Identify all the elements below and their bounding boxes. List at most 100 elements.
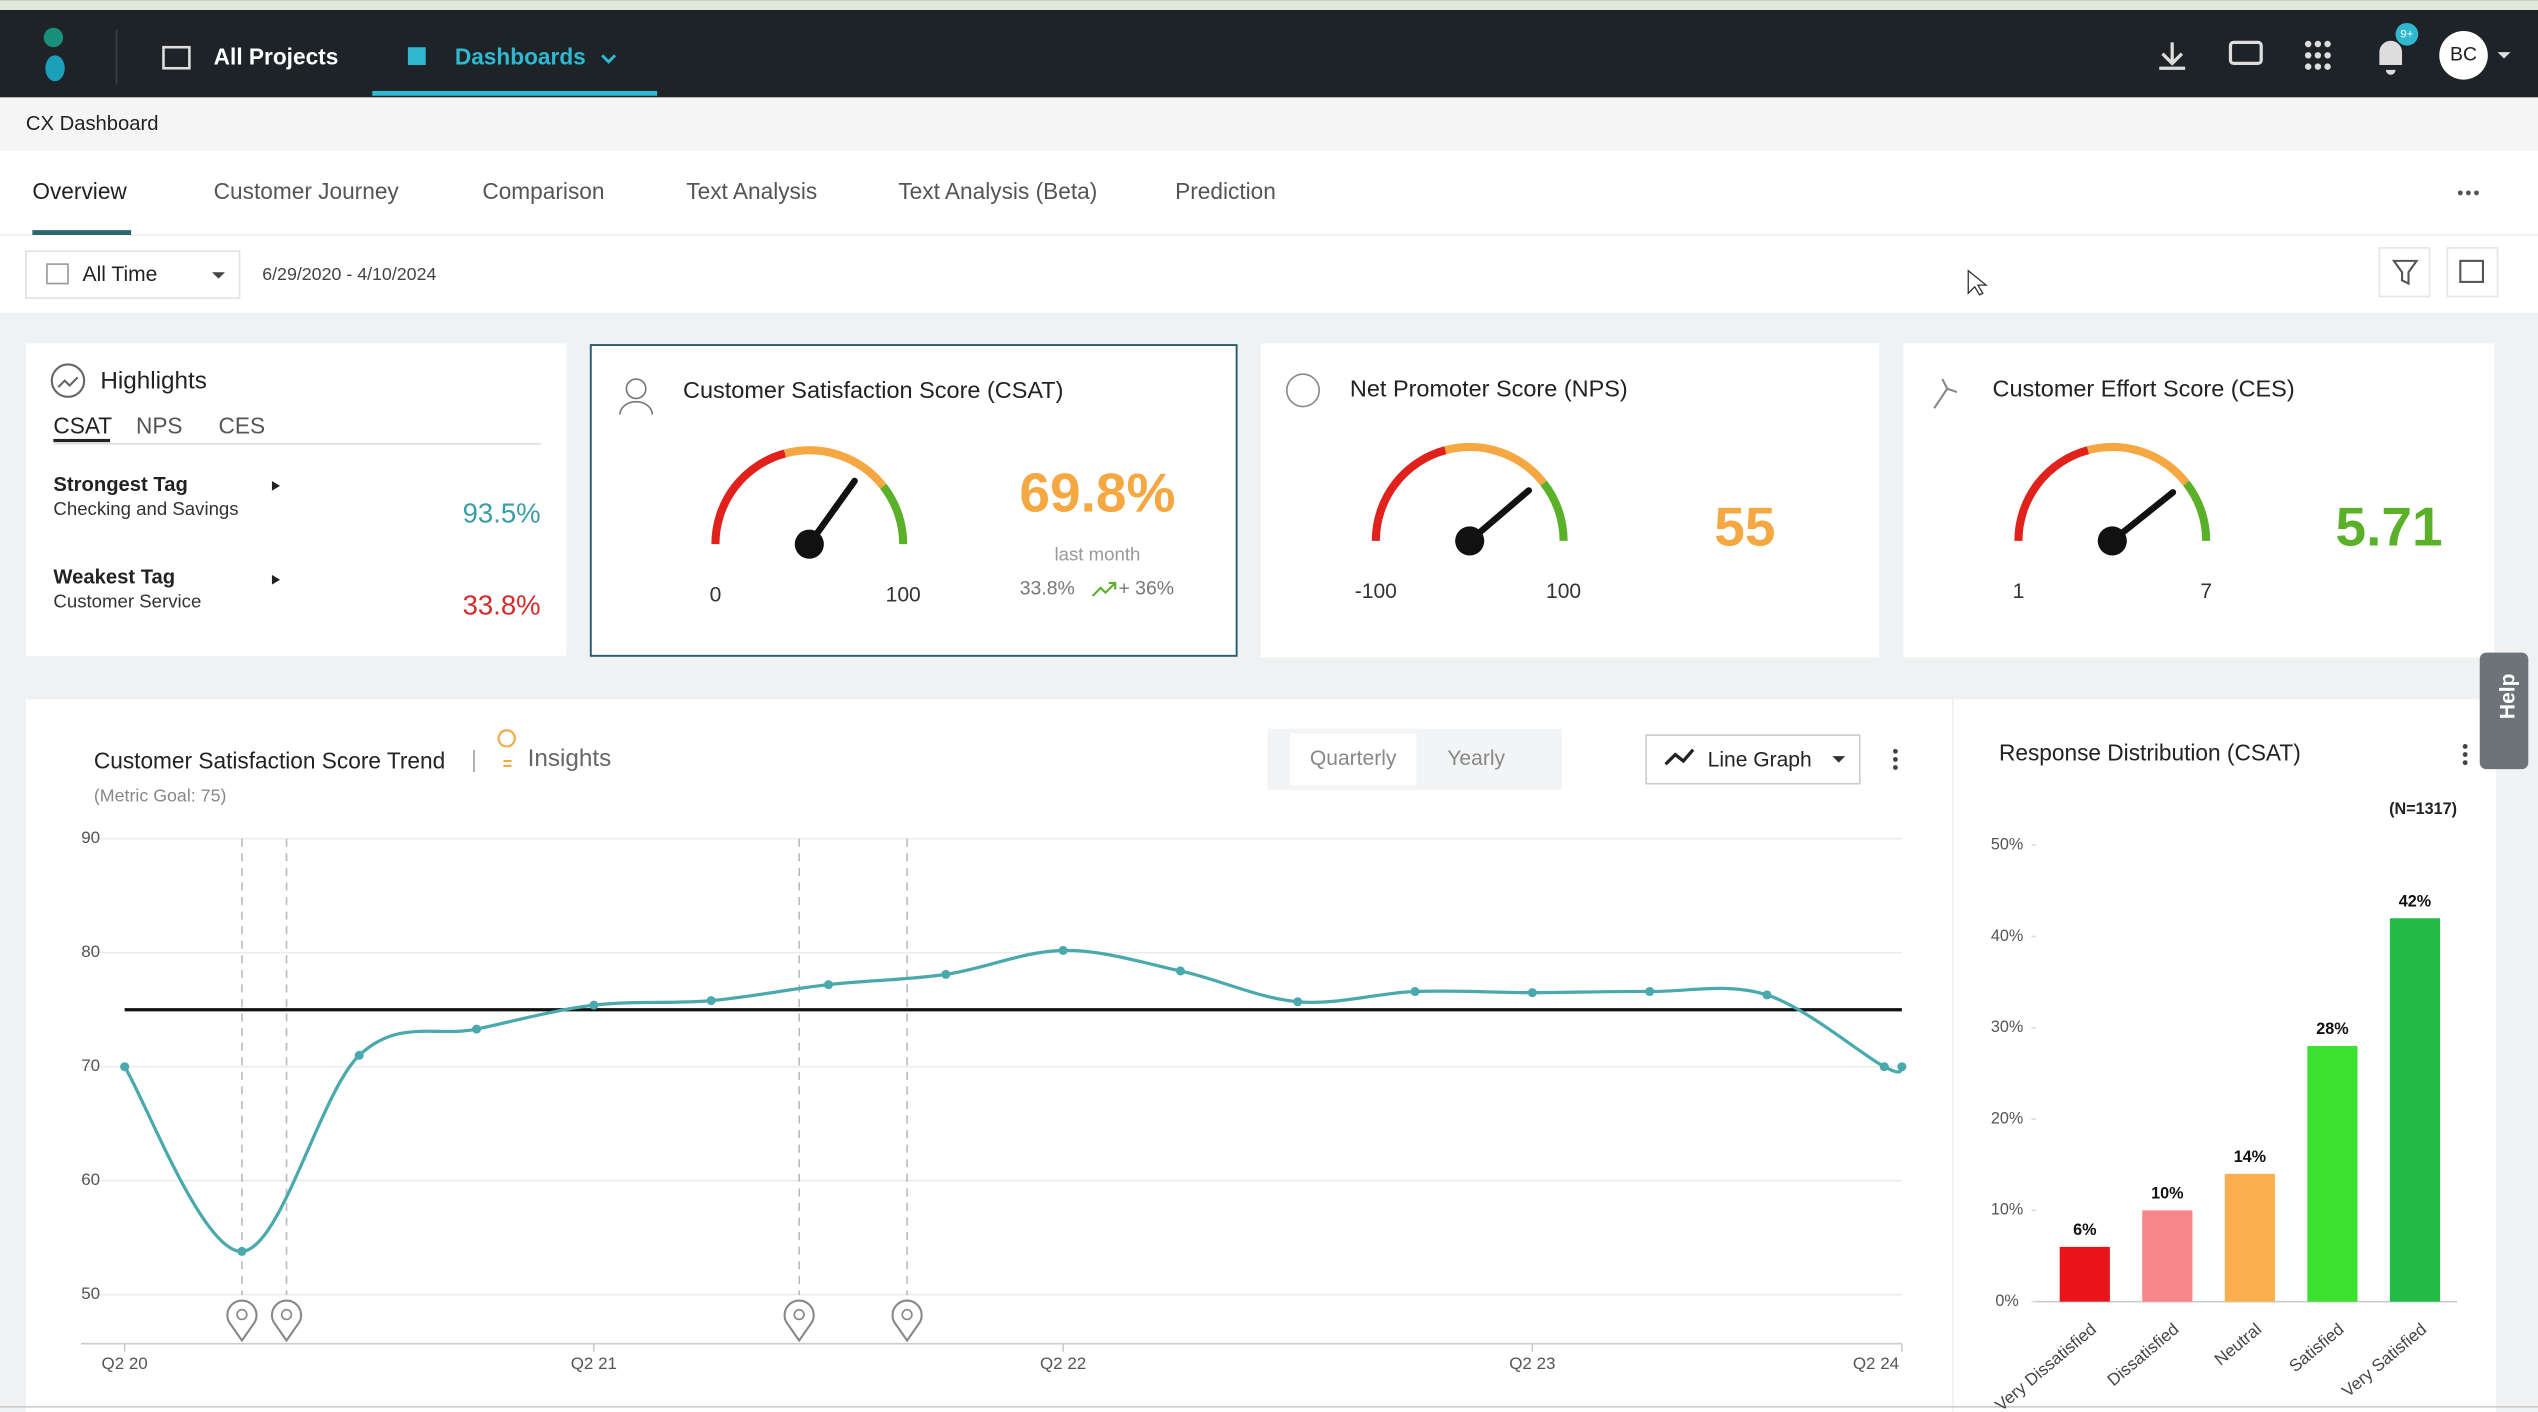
insights-link[interactable]: Insights: [528, 745, 612, 772]
tab[interactable]: Comparison: [482, 178, 604, 204]
tab[interactable]: Customer Journey: [214, 178, 400, 204]
present-icon[interactable]: [2228, 40, 2263, 66]
highlight-tab[interactable]: CSAT: [53, 413, 112, 439]
settings-button[interactable]: [2446, 247, 2499, 298]
tab[interactable]: Text Analysis (Beta): [898, 178, 1097, 204]
separator: |: [471, 746, 477, 772]
gauge-band: [880, 483, 908, 545]
tab[interactable]: Overview: [32, 178, 127, 204]
gauge-value: 69.8%: [1019, 462, 1175, 524]
filter-button[interactable]: [2378, 247, 2431, 298]
trend-point[interactable]: [1645, 986, 1655, 997]
toggle-selected[interactable]: [1290, 733, 1417, 786]
x-tick-label: Q2 22: [1040, 1354, 1086, 1373]
trend-point[interactable]: [823, 980, 834, 990]
tag-name: Checking and Savings: [53, 498, 238, 519]
sample-size: (N=1317): [2389, 800, 2457, 818]
event-pin[interactable]: [226, 1299, 258, 1343]
csat-card[interactable]: [589, 344, 1238, 657]
graph-type[interactable]: Line Graph: [1708, 749, 1812, 772]
y-tick-label: 20%: [1991, 1109, 2023, 1127]
nav-dashboards[interactable]: Dashboards: [455, 44, 586, 70]
badge-count: 9+: [2400, 28, 2413, 40]
trend-point[interactable]: [1058, 945, 1068, 955]
event-pin[interactable]: [891, 1299, 923, 1343]
apps-icon[interactable]: [2304, 40, 2331, 70]
avatar-caret[interactable]: [2497, 52, 2511, 59]
logo[interactable]: [43, 27, 64, 48]
period[interactable]: All Time: [83, 263, 158, 286]
gauge-max: 100: [1546, 580, 1581, 603]
bar[interactable]: [2059, 1246, 2110, 1302]
y-tick-label: 50: [81, 1284, 100, 1303]
logo[interactable]: [45, 55, 65, 82]
nav-all-projects[interactable]: All Projects: [214, 44, 339, 70]
trend-point[interactable]: [589, 1000, 599, 1010]
trend-point[interactable]: [1175, 966, 1185, 976]
trend-point[interactable]: [1410, 986, 1420, 997]
gauge-hub: [794, 529, 824, 559]
event-pin[interactable]: [270, 1299, 303, 1343]
bulb-icon: [497, 729, 516, 767]
trend-point[interactable]: [237, 1246, 247, 1256]
x-tick-label: Q2 23: [1509, 1354, 1555, 1373]
event-pin[interactable]: [783, 1299, 815, 1343]
trend-panel: [25, 699, 1953, 1412]
gauge-band: [783, 446, 887, 489]
bar[interactable]: [2142, 1210, 2193, 1302]
tag-score: 33.8%: [463, 590, 541, 621]
more-icon[interactable]: [2457, 190, 2479, 196]
tag-name: Customer Service: [53, 590, 201, 611]
gauge-hub: [1455, 526, 1485, 556]
trend-point[interactable]: [1293, 997, 1303, 1007]
toggle-option[interactable]: Quarterly: [1310, 747, 1397, 770]
y-tick-label: 70: [81, 1056, 100, 1075]
help-label[interactable]: Help: [2496, 673, 2519, 719]
nps-card[interactable]: [1260, 343, 1880, 658]
gauge-min: 1: [2013, 580, 2025, 603]
trend-point[interactable]: [1879, 1062, 1889, 1072]
highlight-tab[interactable]: NPS: [136, 413, 183, 439]
tab[interactable]: Text Analysis: [686, 178, 817, 204]
chevron[interactable]: [601, 54, 617, 64]
line-icon: [1664, 748, 1695, 766]
gauge-hub: [2097, 526, 2127, 556]
help-tab[interactable]: [2479, 652, 2529, 770]
gauge-band: [2014, 446, 2090, 541]
highlight-tab[interactable]: CES: [219, 413, 266, 439]
trend-point[interactable]: [1527, 988, 1537, 998]
bar[interactable]: [2389, 918, 2441, 1302]
bar[interactable]: [2224, 1173, 2275, 1302]
trend-point[interactable]: [1897, 1062, 1907, 1072]
tag-label: Strongest Tag: [53, 474, 187, 496]
x-tick-label: Q2 21: [571, 1354, 617, 1373]
toggle-option[interactable]: Yearly: [1447, 747, 1505, 770]
trend-point[interactable]: [472, 1024, 482, 1034]
trend-point[interactable]: [1762, 990, 1772, 1000]
avatar[interactable]: [2439, 31, 2488, 80]
trend-point[interactable]: [354, 1050, 364, 1060]
trend-point[interactable]: [706, 996, 716, 1006]
tab[interactable]: Prediction: [1175, 178, 1276, 204]
download-icon[interactable]: [2159, 42, 2186, 70]
caret[interactable]: [212, 272, 225, 279]
more-icon[interactable]: [2462, 744, 2468, 766]
trend-point[interactable]: [941, 969, 951, 979]
trend-point[interactable]: [120, 1062, 130, 1072]
breadcrumb[interactable]: CX Dashboard: [26, 113, 159, 135]
dashboards-icon: [407, 47, 426, 66]
bar-label: 28%: [2316, 1020, 2348, 1038]
gauge-value: 5.71: [2336, 496, 2443, 558]
gauge-note: last month: [1054, 543, 1140, 564]
period-dropdown[interactable]: [25, 250, 241, 299]
caret[interactable]: [1832, 756, 1846, 763]
bar[interactable]: [2307, 1046, 2358, 1302]
bar-label: 6%: [2073, 1221, 2096, 1239]
bell-icon[interactable]: [2376, 40, 2406, 75]
more-icon[interactable]: [1892, 748, 1898, 770]
event-pin-dot: [793, 1308, 805, 1321]
chart-subtitle: (Metric Goal: 75): [94, 785, 227, 805]
avatar-initials[interactable]: BC: [2450, 43, 2477, 65]
cursor: [1967, 269, 1988, 296]
